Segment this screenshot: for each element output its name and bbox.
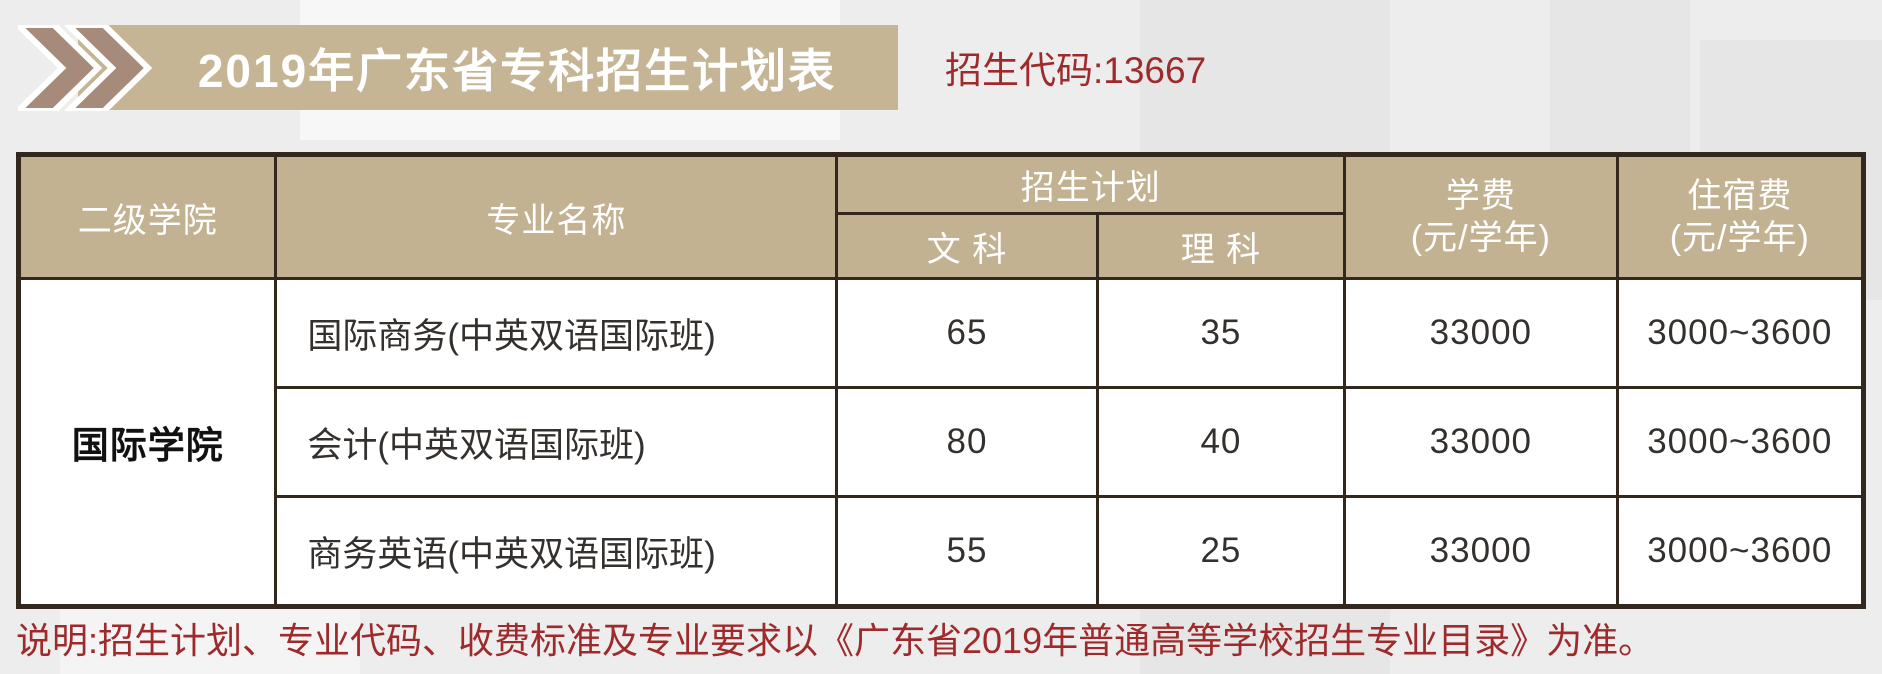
major-cell: 国际商务(中英双语国际班) [274, 277, 839, 389]
column-header-major: 专业名称 [274, 154, 839, 280]
arts-count-cell: 55 [835, 495, 1099, 607]
tuition-cell: 33000 [1343, 495, 1619, 607]
double-chevron-right-icon [18, 25, 153, 111]
footnote: 说明:招生计划、专业代码、收费标准及专业要求以《广东省2019年普通高等学校招生… [16, 620, 1655, 661]
table-row: 商务英语(中英双语国际班) 55 25 33000 3000~3600 [20, 495, 1865, 607]
page-title: 2019年广东省专科招生计划表 [197, 44, 837, 97]
major-cell: 会计(中英双语国际班) [274, 386, 839, 498]
dorm-fee-cell: 3000~3600 [1615, 277, 1865, 389]
column-header-plan-group: 招生计划 [835, 154, 1347, 215]
dorm-fee-cell: 3000~3600 [1615, 495, 1865, 607]
tuition-header-line1: 学费 [1445, 176, 1516, 215]
arts-count-cell: 80 [835, 386, 1099, 498]
table-row: 会计(中英双语国际班) 80 40 33000 3000~3600 [20, 386, 1865, 498]
science-count-cell: 35 [1095, 277, 1347, 389]
dorm-header-line1: 住宿费 [1687, 176, 1793, 215]
dorm-fee-cell: 3000~3600 [1615, 386, 1865, 498]
college-cell: 国际学院 [17, 277, 278, 607]
dorm-header-line2: (元/学年) [1669, 219, 1810, 257]
tuition-cell: 33000 [1343, 386, 1619, 498]
title-banner: 2019年广东省专科招生计划表 [78, 25, 898, 110]
admission-code: 招生代码:13667 [945, 50, 1207, 91]
column-header-dorm: 住宿费 (元/学年) [1615, 154, 1865, 280]
column-header-tuition: 学费 (元/学年) [1343, 154, 1619, 280]
major-cell: 商务英语(中英双语国际班) [274, 495, 839, 607]
tuition-header-line2: (元/学年) [1410, 219, 1551, 257]
column-header-arts: 文 科 [835, 212, 1099, 280]
column-header-science: 理 科 [1095, 212, 1347, 280]
table-row: 国际学院 国际商务(中英双语国际班) 65 35 33000 3000~3600 [17, 277, 1865, 607]
science-count-cell: 40 [1095, 386, 1347, 498]
enrollment-table: 二级学院 专业名称 招生计划 学费 (元/学年) 住宿费 (元/学年) [16, 152, 1866, 609]
science-count-cell: 25 [1095, 495, 1347, 607]
tuition-cell: 33000 [1343, 277, 1619, 389]
column-header-college: 二级学院 [17, 154, 278, 280]
arts-count-cell: 65 [835, 277, 1099, 389]
